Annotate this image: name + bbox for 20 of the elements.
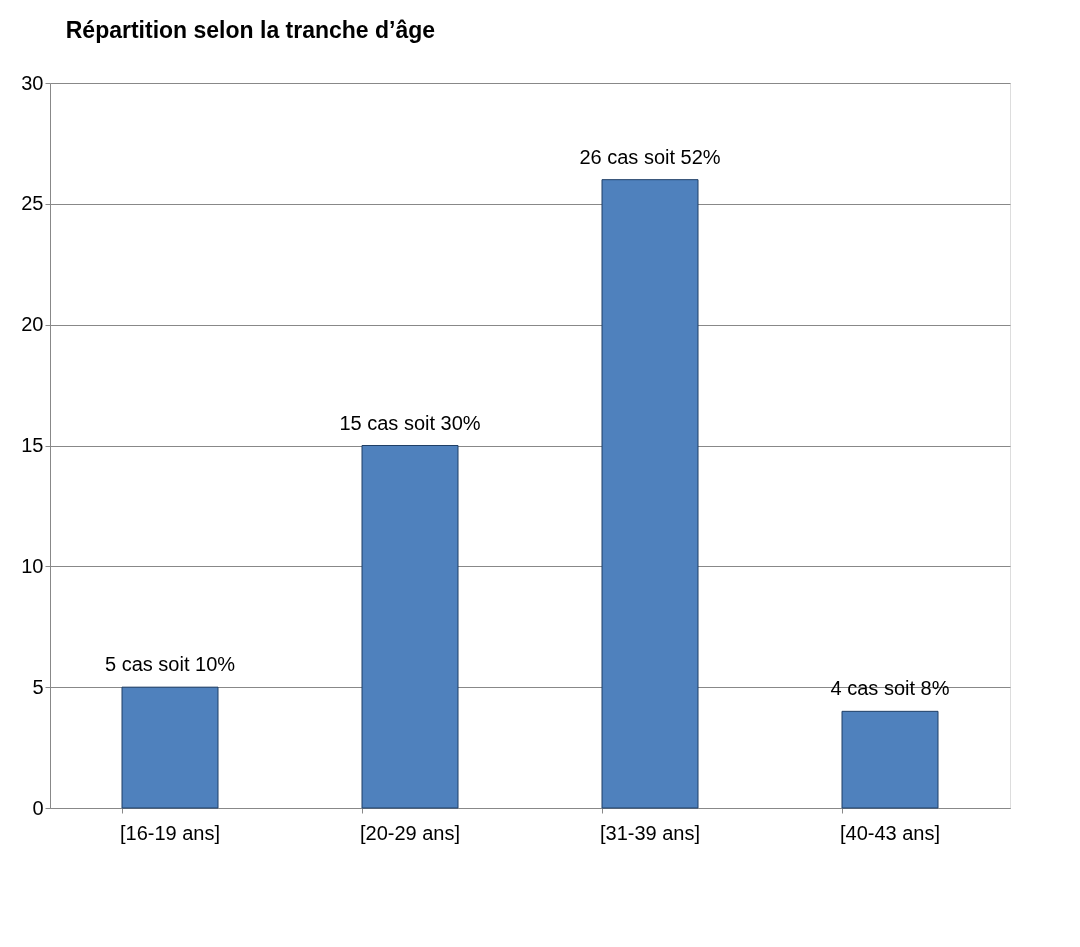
x-tick-label: [40-43 ans]: [839, 821, 941, 844]
y-tick-label: 15: [21, 434, 44, 456]
y-tick-label: 10: [21, 554, 44, 577]
x-tick-label: [31-39 ans]: [599, 821, 701, 844]
bar: [361, 445, 459, 809]
y-tick-label: 25: [21, 192, 44, 215]
y-tick-label: 30: [21, 71, 44, 94]
bar: [121, 686, 219, 809]
bar: [601, 179, 699, 809]
data-label: 4 cas soit 8%: [830, 677, 950, 700]
chart-title: Répartition selon la tranche d’âge: [65, 17, 436, 43]
y-tick-label: 20: [21, 313, 44, 336]
y-tick-label: 0: [32, 796, 44, 819]
y-tick-label: 5: [32, 675, 44, 698]
data-label: 26 cas soit 52%: [579, 145, 721, 168]
bar: [841, 710, 939, 809]
x-tick-label: [20-29 ans]: [359, 821, 461, 844]
data-label: 15 cas soit 30%: [339, 411, 481, 434]
data-label: 5 cas soit 10%: [104, 653, 236, 676]
x-tick-label: [16-19 ans]: [119, 821, 221, 844]
